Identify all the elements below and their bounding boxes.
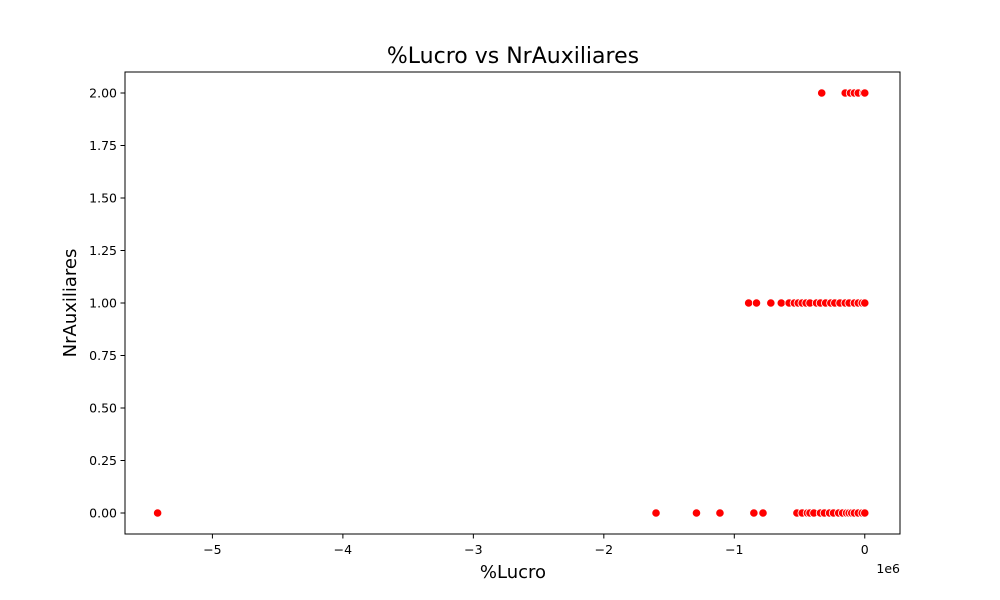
y-tick-label: 0.50 — [89, 401, 117, 416]
x-tick-label: −5 — [203, 542, 221, 557]
data-point — [860, 88, 870, 98]
data-point — [817, 88, 827, 98]
x-tick-label: −4 — [334, 542, 352, 557]
data-point — [766, 298, 776, 308]
x-tick-label: −2 — [595, 542, 613, 557]
data-point — [776, 298, 786, 308]
y-axis-ticks: 0.00 0.25 0.50 0.75 1.00 1.25 1.50 1.75 2.00 — [89, 86, 125, 521]
y-tick-label: 2.00 — [89, 86, 117, 101]
x-axis-ticks: −5 −4 −3 −2 −1 0 — [203, 534, 869, 557]
x-tick-label: 0 — [861, 542, 869, 557]
chart-title: %Lucro vs NrAuxiliares — [387, 44, 639, 69]
y-tick-label: 1.50 — [89, 191, 117, 206]
y-tick-label: 1.25 — [89, 243, 117, 258]
x-axis-offset-label: 1e6 — [876, 561, 900, 576]
x-tick-label: −3 — [464, 542, 482, 557]
y-tick-label: 0.75 — [89, 348, 117, 363]
y-tick-label: 0.25 — [89, 453, 117, 468]
data-point — [758, 508, 768, 518]
data-point — [860, 298, 870, 308]
y-tick-label: 0.00 — [89, 506, 117, 521]
data-point — [153, 508, 163, 518]
x-axis-label: %Lucro — [480, 562, 546, 583]
y-tick-label: 1.75 — [89, 138, 117, 153]
data-points — [153, 88, 870, 518]
data-point — [751, 298, 762, 308]
data-point — [860, 508, 870, 518]
data-point — [691, 508, 702, 518]
y-tick-label: 1.00 — [89, 296, 117, 311]
data-point — [749, 508, 759, 518]
y-axis-label: NrAuxiliares — [60, 249, 81, 358]
data-point — [651, 508, 661, 518]
data-point — [744, 298, 754, 308]
data-point — [715, 508, 725, 518]
x-tick-label: −1 — [725, 542, 743, 557]
